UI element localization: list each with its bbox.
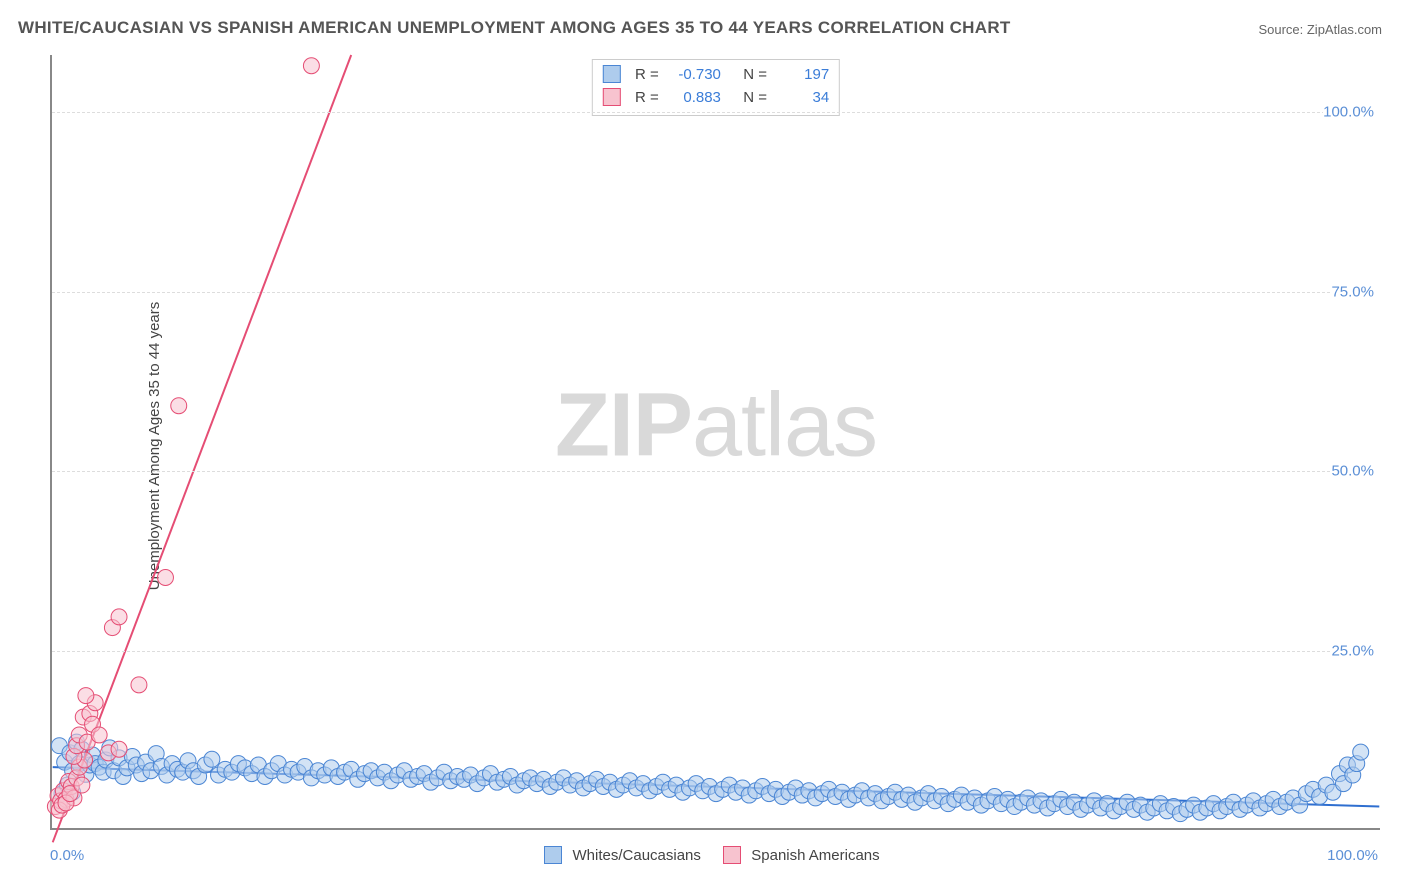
- gridline: [52, 471, 1380, 472]
- gridline: [52, 112, 1380, 113]
- data-point: [91, 727, 107, 743]
- stat-r-value-1: -0.730: [667, 64, 721, 87]
- stat-n-label-2: N =: [743, 89, 767, 106]
- stats-row-2: R = 0.883 N = 34: [603, 87, 829, 110]
- y-tick-label: 75.0%: [1331, 283, 1382, 300]
- x-axis-legend: Whites/Caucasians Spanish Americans: [0, 846, 1406, 864]
- stats-row-1: R = -0.730 N = 197: [603, 64, 829, 87]
- data-point: [1353, 744, 1369, 760]
- data-point: [171, 398, 187, 414]
- data-point: [303, 58, 319, 74]
- y-tick-label: 25.0%: [1331, 642, 1382, 659]
- data-point: [204, 751, 220, 767]
- stat-n-value-1: 197: [775, 64, 829, 87]
- data-point: [78, 688, 94, 704]
- stat-r-label-2: R =: [635, 89, 659, 106]
- data-point: [157, 570, 173, 586]
- data-point: [131, 677, 147, 693]
- legend-swatch-series1: [544, 846, 562, 864]
- y-tick-label: 50.0%: [1331, 463, 1382, 480]
- stat-r-label-1: R =: [635, 66, 659, 83]
- chart-title: WHITE/CAUCASIAN VS SPANISH AMERICAN UNEM…: [18, 18, 1011, 38]
- stat-n-value-2: 34: [775, 87, 829, 110]
- swatch-series2: [603, 88, 621, 106]
- y-tick-label: 100.0%: [1323, 104, 1382, 121]
- stat-n-label-1: N =: [743, 66, 767, 83]
- swatch-series1: [603, 65, 621, 83]
- gridline: [52, 651, 1380, 652]
- legend-swatch-series2: [723, 846, 741, 864]
- data-point: [111, 741, 127, 757]
- stat-r-value-2: 0.883: [667, 87, 721, 110]
- data-point: [74, 777, 90, 793]
- gridline: [52, 292, 1380, 293]
- chart-svg: [52, 55, 1380, 828]
- data-point: [111, 609, 127, 625]
- plot-area: ZIPatlas R = -0.730 N = 197 R = 0.883 N …: [50, 55, 1380, 830]
- legend-label-series2: Spanish Americans: [751, 847, 879, 864]
- source-attribution: Source: ZipAtlas.com: [1258, 22, 1382, 37]
- correlation-stats-box: R = -0.730 N = 197 R = 0.883 N = 34: [592, 59, 840, 116]
- legend-label-series1: Whites/Caucasians: [573, 847, 701, 864]
